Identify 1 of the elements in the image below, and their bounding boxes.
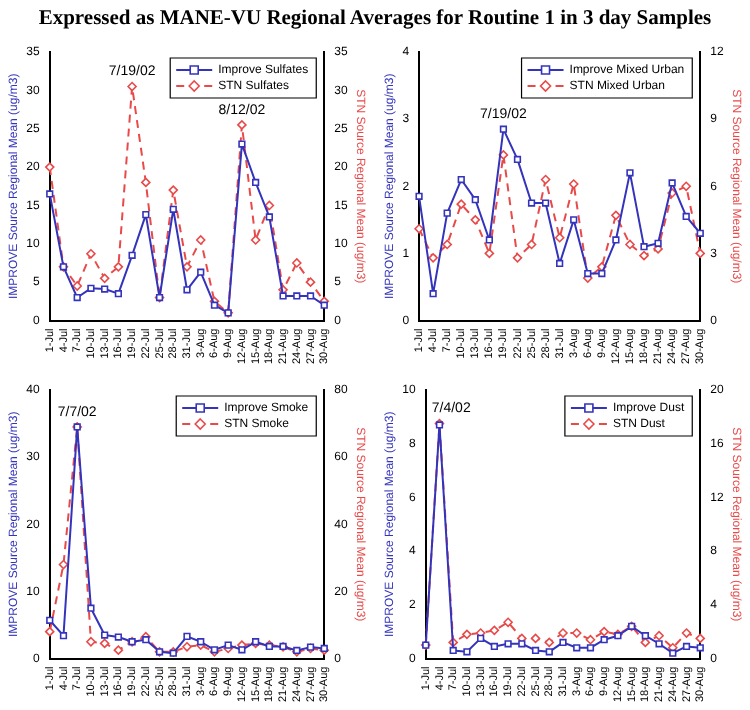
text: Expressed as MANE-VU Regional Averages for Routine 1 in 3 day Samples: [36, 6, 714, 34]
